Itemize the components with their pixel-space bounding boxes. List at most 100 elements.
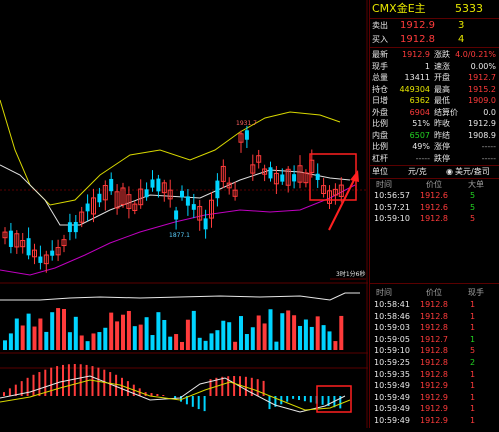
candle-body: [220, 165, 226, 182]
stat-value: 1912.9: [402, 50, 430, 59]
trade-volume: 5: [470, 346, 476, 356]
candle-body: [73, 221, 78, 233]
volume-bar: [221, 320, 226, 350]
volume-bar: [103, 327, 108, 350]
stat-row: 内盘 6507 昨结 1908.9: [370, 130, 499, 141]
divider: [370, 165, 499, 166]
trade-row[interactable]: 10:59:49 1912.9 1: [370, 403, 499, 414]
volume-bar: [62, 308, 66, 350]
volume-bar: [262, 323, 267, 350]
candle-body: [85, 203, 90, 212]
radio-icon[interactable]: ◉: [446, 167, 453, 176]
volume-bar: [180, 341, 184, 350]
stat-row: 杠杆 ----- 跌停 -----: [370, 153, 499, 164]
trade-volume: 5: [470, 202, 476, 212]
volume-bar: [315, 316, 320, 350]
candle-body: [297, 165, 303, 183]
stat-label: 现手: [372, 61, 388, 71]
candle-body: [32, 249, 37, 258]
stat-label: 比例: [372, 119, 388, 128]
trade-row[interactable]: 10:58:41 1912.8 1: [370, 299, 499, 310]
trade-row[interactable]: 10:56:57 1912.6 5: [370, 190, 499, 201]
volume-bar: [109, 312, 114, 350]
volume-bar: [121, 314, 125, 350]
trade-time: 10:56:57: [374, 191, 410, 200]
candle-body: [238, 133, 244, 143]
volume-bar: [327, 331, 332, 350]
candle-body: [303, 172, 309, 184]
macd-dea: [0, 379, 351, 411]
candle-body: [43, 254, 49, 265]
ask-price: 1912.9: [400, 20, 435, 31]
kline-chart[interactable]: 1931.7 1877.1 3时1分6秒: [0, 0, 368, 428]
volume-bar: [215, 330, 220, 350]
candle-body: [327, 190, 332, 204]
stat-row: 持仓 449304 最高 1915.2: [370, 84, 499, 95]
trade-time: 10:59:03: [374, 323, 410, 333]
trade-row[interactable]: 10:59:35 1912.8 1: [370, 369, 499, 380]
trade-time: 10:59:10: [374, 346, 410, 356]
volume-bars: [3, 308, 344, 350]
trade-time: 10:59:49: [374, 404, 410, 414]
volume-bar: [203, 340, 208, 350]
trade-row[interactable]: 10:59:25 1912.8 2: [370, 357, 499, 368]
trade-time: 10:59:10: [374, 214, 410, 223]
column-time: 时间: [376, 288, 392, 297]
ask-row[interactable]: 卖出 1912.9 3: [370, 19, 499, 33]
volume-bar: [8, 333, 13, 350]
quote-panel: CMX金E主 5333 卖出 1912.9 3 买入 1912.8 4 最新 19…: [369, 0, 499, 428]
candle-body: [144, 189, 149, 198]
candle-body: [79, 211, 85, 223]
volume-bar: [197, 337, 202, 350]
macd-histogram: [3, 364, 342, 412]
trade-row[interactable]: 10:59:49 1912.9 1: [370, 415, 499, 426]
stat-value: -----: [481, 153, 496, 163]
trade-price: 1912.6: [420, 191, 448, 200]
volume-bar: [339, 315, 344, 350]
kline-chart-area[interactable]: 1931.7 1877.1 3时1分6秒: [0, 0, 368, 428]
open-interest: [0, 292, 360, 301]
trade-row[interactable]: 10:59:49 1912.9 1: [370, 380, 499, 391]
trade-volume: 5: [470, 191, 476, 200]
trades-header: 时间 价位 现手: [370, 287, 499, 299]
volume-bar: [138, 324, 143, 350]
stat-value: 4.0/0.21%: [455, 50, 496, 59]
candle-body: [14, 233, 20, 248]
ma-lower: [0, 184, 356, 276]
trade-row[interactable]: 10:59:03 1912.8 1: [370, 322, 499, 333]
stat-value: 0.0: [483, 107, 496, 117]
big-trades-header: 时间 价位 大单: [370, 179, 499, 191]
volume-bar: [20, 325, 25, 350]
stat-label: 最低: [434, 96, 450, 105]
trade-row[interactable]: 10:59:10 1912.8 5: [370, 345, 499, 356]
stat-value: 449304: [399, 84, 430, 94]
trade-row[interactable]: 10:59:05 1912.7 1: [370, 334, 499, 345]
trade-time: 10:59:49: [374, 416, 410, 425]
candle-body: [315, 173, 320, 180]
trade-row[interactable]: 10:59:10 1912.8 5: [370, 213, 499, 224]
volume-bar: [32, 326, 37, 350]
trade-time: 10:59:25: [374, 358, 410, 367]
trade-volume: 1: [470, 311, 476, 321]
candle-body: [250, 164, 256, 174]
trade-row[interactable]: 10:58:46 1912.8 1: [370, 311, 499, 322]
volume-bar: [97, 332, 102, 350]
volume-bar: [38, 318, 43, 350]
instrument-header: CMX金E主 5333: [370, 1, 499, 17]
stat-label: 最新: [372, 50, 388, 59]
volume-bar: [162, 319, 167, 350]
candle-body: [262, 168, 268, 175]
bid-row[interactable]: 买入 1912.8 4: [370, 33, 499, 47]
trade-row[interactable]: 10:59:49 1912.9 1: [370, 392, 499, 403]
stat-label: 总量: [372, 73, 388, 82]
candle-body: [167, 189, 173, 200]
trade-row[interactable]: 10:57:21 1912.6 5: [370, 202, 499, 213]
unit-option-gram[interactable]: 元/克: [408, 167, 427, 176]
bid-volume: 4: [458, 34, 465, 45]
trade-price: 1912.8: [420, 369, 448, 379]
stat-label: 涨跌: [434, 50, 450, 59]
volume-bar: [67, 332, 72, 350]
unit-option-ounce[interactable]: 美元/盎司: [455, 167, 490, 176]
trade-time: 10:59:49: [374, 381, 410, 391]
column-volume: 现手: [468, 288, 484, 297]
